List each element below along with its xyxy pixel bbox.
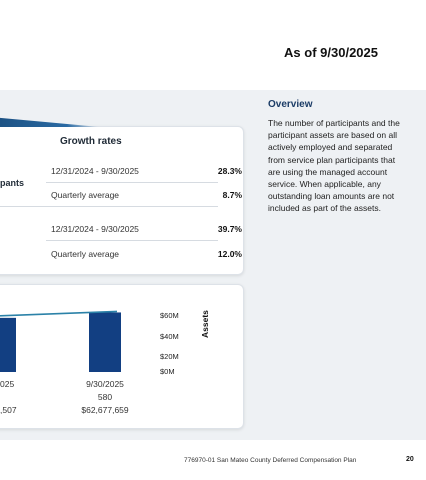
x-participants-label: 580 [97, 392, 113, 402]
x-assets-label: ,507 [0, 405, 17, 415]
overview-text: The number of participants and the parti… [268, 118, 400, 214]
asset-bar [0, 317, 16, 372]
group-divider [0, 206, 218, 207]
x-category-label: 9/30/2025 [86, 379, 124, 389]
overview-title: Overview [268, 99, 313, 110]
row-period-3: 12/31/2024 - 9/30/2025 [51, 224, 139, 234]
y-tick-label: $60M [160, 311, 179, 320]
row-value-3: 39.7% [217, 224, 242, 234]
asset-bar [89, 312, 121, 372]
row-period-1: 12/31/2024 - 9/30/2025 [51, 166, 139, 176]
row-divider [46, 240, 218, 241]
x-assets-label: $62,677,659 [81, 405, 129, 415]
row-value-2: 8.7% [222, 190, 242, 200]
page-number: 20 [406, 456, 414, 463]
assets-chart-card [0, 284, 244, 429]
x-category-label: 025 [0, 379, 15, 389]
y-axis-label: Assets [200, 310, 210, 338]
as-of-date: As of 9/30/2025 [284, 45, 378, 60]
growth-rates-card [0, 126, 244, 275]
participants-group-label: pants [0, 178, 25, 188]
footer-text: 776970-01 San Mateo County Deferred Comp… [184, 457, 357, 464]
trend-line [0, 310, 118, 317]
row-divider [46, 182, 218, 183]
row-value-1: 28.3% [217, 166, 242, 176]
assets-chart [0, 310, 121, 372]
y-tick-label: $40M [160, 332, 179, 341]
y-tick-label: $0M [160, 367, 175, 376]
growth-rates-title: Growth rates [60, 136, 122, 147]
row-period-4: Quarterly average [51, 249, 120, 259]
row-value-4: 12.0% [217, 249, 242, 259]
y-tick-label: $20M [160, 352, 179, 361]
row-period-2: Quarterly average [51, 190, 120, 200]
